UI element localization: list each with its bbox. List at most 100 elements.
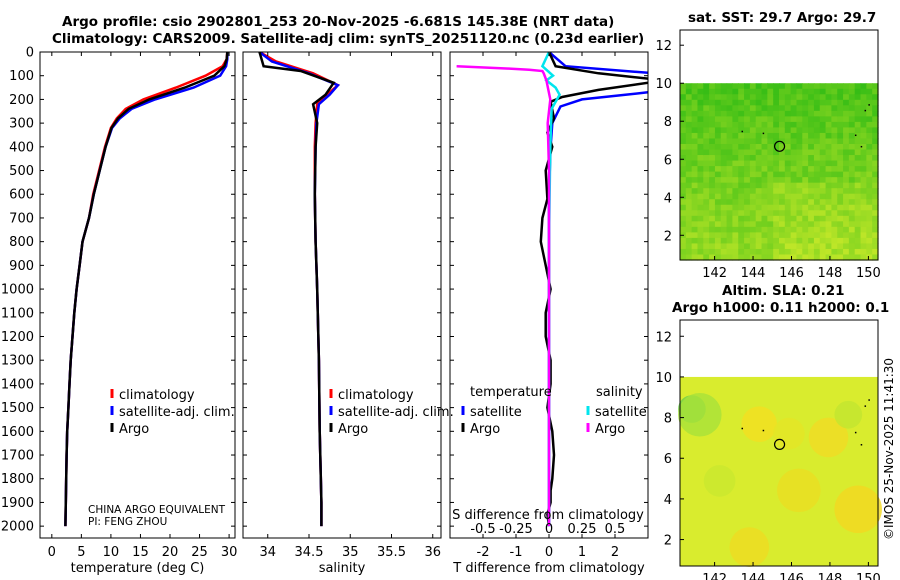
sst-cell [732,127,739,134]
sst-cell [720,248,728,256]
sst-cell [761,83,768,90]
sst-cell [691,204,699,211]
sst-cell [732,116,739,123]
sla-blob [741,406,778,443]
sst-cell [813,232,821,239]
sst-cell [709,88,716,95]
sst-cell [703,132,710,140]
sst-cell [773,204,780,211]
sst-cell [685,210,693,217]
sst-cell [709,171,716,178]
sst-cell [773,199,780,206]
sst-cell [802,127,809,134]
sst-cell [703,248,710,256]
sst-cell [732,138,739,145]
sst-cell [732,105,739,112]
sst-cell [831,116,838,123]
sst-cell [854,99,862,106]
sst-cell [691,221,699,228]
sst-cell [697,199,704,206]
sst-cell [761,116,768,123]
sst-cell [854,155,862,162]
sst_map-ytick-label: 12 [655,39,672,54]
sst-cell [831,121,838,129]
sst-cell [773,243,780,250]
temp-legend-argo-label: Argo [119,422,149,437]
sst-cell [709,182,716,189]
sst-cell [831,149,838,156]
sst-cell [808,188,815,195]
sst-cell [843,221,850,228]
sst-cell [860,132,867,140]
sst-cell [790,237,798,245]
sst-cell [767,99,774,106]
sst-cell [866,204,873,211]
sst-cell [860,248,867,256]
difference-s-xlabel: S difference from climatology [452,508,644,523]
sst-cell [860,149,867,156]
sst-cell [732,210,739,217]
sst-cell [720,182,728,189]
sst-cell [685,243,693,250]
sst-cell [790,149,798,156]
sst-cell [685,99,693,106]
temperature-ytick-label: 1200 [1,330,34,345]
sst-cell [872,221,879,228]
sst_map-field [680,83,879,261]
sst-cell [738,215,745,222]
sst-cell [825,177,833,184]
sst-cell [872,160,879,167]
sst-cell [761,138,768,145]
sst-cell [872,116,879,123]
sst-cell [755,116,763,123]
sst-cell [703,116,710,123]
island-mark [741,427,744,430]
sst-cell [767,182,774,189]
sst-cell [691,132,699,140]
sst-cell [848,110,856,117]
sst-cell [831,243,838,250]
sst-cell [773,248,780,256]
diff-legend-s-argo-label: Argo [595,422,625,437]
sst-cell [703,105,710,112]
sst-cell [697,221,704,228]
island-mark [860,444,863,446]
sst-cell [784,210,792,217]
sst-cell [767,215,774,222]
sst-cell [843,232,850,239]
sst-cell [697,138,704,145]
sst-cell [848,160,856,167]
sst-cell [848,254,856,261]
sst-cell [860,188,867,195]
sst-cell [784,232,792,239]
sst-cell [738,138,745,145]
sst-cell [738,155,745,162]
sst-cell [749,110,757,117]
sst-cell [831,105,838,112]
sst-cell [703,254,710,261]
sst-cell [732,221,739,228]
sst-cell [720,237,728,245]
diff-legend-s-satellite-label: satellite [595,405,647,420]
sst-cell [854,149,862,156]
sst-cell [755,248,763,256]
sst-cell [697,193,704,200]
sst-cell [860,166,867,173]
sst-cell [790,83,798,90]
sst-cell [773,188,780,195]
sst-cell [796,166,803,173]
sst-cell [819,171,827,178]
sst-cell [773,254,780,261]
sst_map-xtick-label: 142 [702,266,727,281]
difference-xtick-label: 2 [611,545,619,560]
sst-cell [779,226,786,233]
sst-cell [703,143,710,151]
annotation-line1: CHINA ARGO EQUIVALENT [88,504,226,516]
sst-cell [755,237,763,245]
sst-cell [744,105,751,112]
sst_map-ytick-label: 4 [664,191,672,206]
sst-cell [767,248,774,256]
sst-cell [866,155,873,162]
sst-cell [796,132,803,140]
sst-cell [749,105,757,112]
